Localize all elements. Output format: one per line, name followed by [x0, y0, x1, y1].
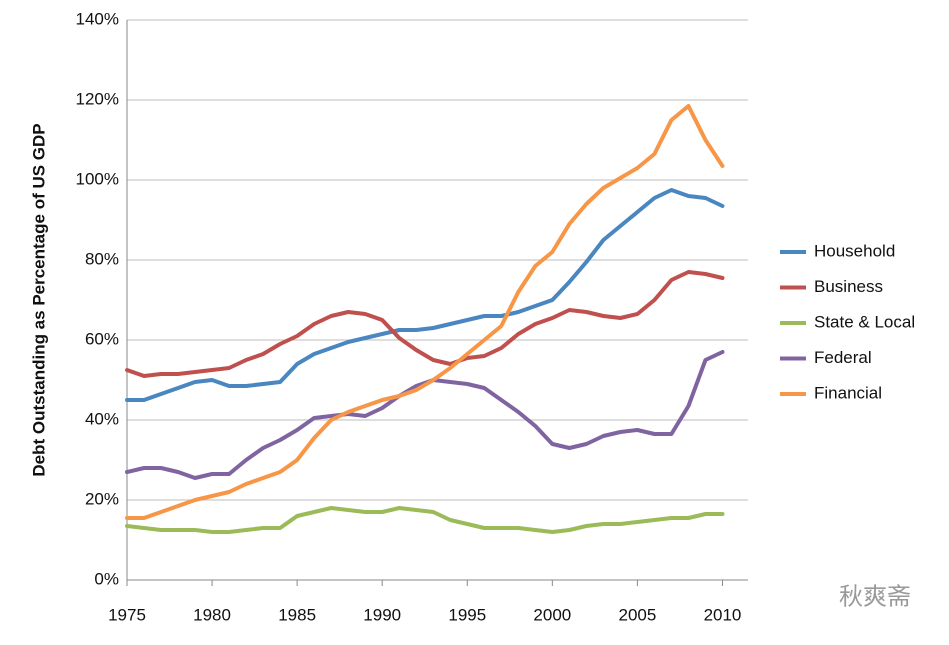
y-tick-label: 60% — [85, 329, 119, 348]
line-series — [125, 104, 725, 520]
y-tick-label: 140% — [76, 9, 119, 28]
x-tick-label: 1975 — [108, 605, 146, 624]
y-tick-label: 40% — [85, 409, 119, 428]
x-tick-label: 1995 — [448, 605, 486, 624]
x-tick-label: 1985 — [278, 605, 316, 624]
y-tick-label: 80% — [85, 249, 119, 268]
line-series — [125, 270, 725, 378]
legend-label: Financial — [814, 383, 882, 402]
y-tick-label: 20% — [85, 489, 119, 508]
legend-label: Business — [814, 277, 883, 296]
legend-label: Household — [814, 241, 895, 260]
x-tick-label: 1990 — [363, 605, 401, 624]
y-tick-label: 100% — [76, 169, 119, 188]
y-axis-label: Debt Outstanding as Percentage of US GDP — [29, 123, 48, 476]
legend-label: Federal — [814, 348, 872, 367]
y-tick-label: 0% — [94, 569, 119, 588]
x-tick-label: 1980 — [193, 605, 231, 624]
x-tick-label: 2005 — [618, 605, 656, 624]
line-series — [125, 506, 725, 534]
x-tick-label: 2000 — [533, 605, 571, 624]
x-tick-label: 2010 — [704, 605, 742, 624]
y-tick-label: 120% — [76, 89, 119, 108]
legend-label: State & Local — [814, 312, 915, 331]
watermark: 秋爽斋 — [839, 583, 911, 610]
line-series — [125, 188, 725, 402]
